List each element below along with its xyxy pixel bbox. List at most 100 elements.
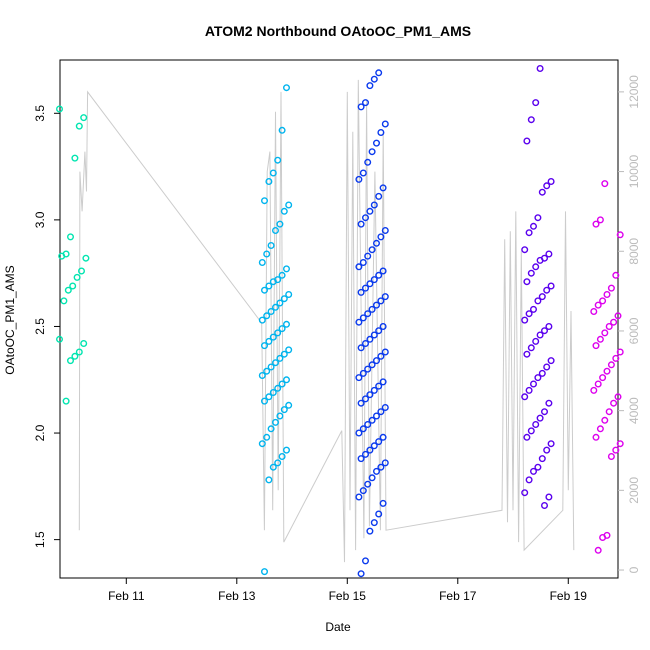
data-point [377,128,385,136]
data-point [276,299,284,307]
data-point [614,312,622,320]
data-point [530,467,538,475]
data-point [610,399,618,407]
y2-tick-label: 8000 [627,238,641,265]
data-point [258,372,266,380]
data-point [525,476,533,484]
data-point [379,433,387,441]
data-point [278,126,286,134]
data-point [373,412,381,420]
data-point [71,352,79,360]
data-point [261,197,269,205]
data-point [368,148,376,156]
data-point [379,499,387,507]
data-point [80,114,88,122]
data-point [527,427,535,435]
series-group [355,69,389,578]
data-point [82,254,90,262]
data-point [370,201,378,209]
data-point [590,308,598,316]
data-point [592,220,600,228]
data-point [366,280,374,288]
x-tick-label: Feb 17 [439,589,477,603]
data-point [362,284,370,292]
data-point [536,64,544,72]
data-point [547,177,555,185]
data-point [75,348,83,356]
points-layer [56,64,624,578]
data-point [362,395,370,403]
data-point [532,263,540,271]
data-point [283,446,291,454]
data-point [373,139,381,147]
data-point [355,263,363,271]
data-point [357,103,365,111]
data-point [355,318,363,326]
data-point [605,408,613,416]
data-point [364,252,372,260]
data-point [359,487,367,495]
data-point [381,226,389,234]
data-point [379,323,387,331]
data-point [532,337,540,345]
data-point [377,297,385,305]
data-point [532,421,540,429]
data-point [368,246,376,254]
data-point [265,282,273,290]
data-point [543,286,551,294]
data-point [590,386,598,394]
series-group [56,105,90,405]
data-point [265,476,273,484]
series-group [258,84,293,576]
data-point [66,233,74,241]
data-point [267,363,275,371]
data-point [364,158,372,166]
data-point [267,308,275,316]
data-point [261,568,269,576]
series-group [590,180,624,554]
data-point [379,184,387,192]
data-point [276,220,284,228]
data-point [375,69,383,77]
data-point [359,314,367,322]
data-point [541,502,549,510]
y2-tick-label: 12000 [627,75,641,109]
data-point [370,442,378,450]
data-point [278,453,286,461]
data-point [278,380,286,388]
data-point [592,433,600,441]
data-point [283,265,291,273]
y-tick-label: 2.0 [33,424,47,441]
data-point [269,333,277,341]
data-point [534,463,542,471]
data-point [285,291,293,299]
data-point [362,450,370,458]
data-point [616,440,624,448]
data-point [607,453,615,461]
y-tick-label: 3.0 [33,211,47,228]
data-point [274,156,282,164]
plot-frame [59,59,619,579]
data-point [357,288,365,296]
data-point [355,493,363,501]
data-point [538,455,546,463]
data-point [362,340,370,348]
data-point [355,429,363,437]
y-tick-label: 1.5 [33,531,47,548]
data-point [594,301,602,309]
data-point [373,467,381,475]
data-point [75,122,83,130]
data-point [62,397,70,405]
data-point [607,284,615,292]
data-point [594,380,602,388]
data-point [272,418,280,426]
data-point [366,446,374,454]
data-point [280,207,288,215]
x-tick-label: Feb 15 [329,589,367,603]
data-point [272,359,280,367]
data-point [381,459,389,467]
data-point [375,327,383,335]
data-point [362,557,370,565]
data-point [532,99,540,107]
axes-layer: Feb 11 Feb 13 Feb 15 Feb 17 Feb 19 1.5 2.0 2.5 3… [33,75,641,603]
